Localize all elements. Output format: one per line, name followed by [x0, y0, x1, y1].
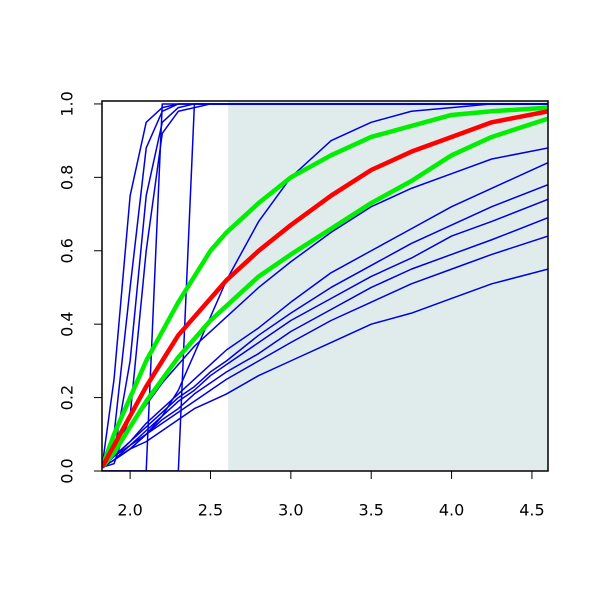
series-line [102, 109, 548, 469]
series-line [102, 183, 548, 468]
x-tick-label: 3.0 [278, 501, 303, 520]
series-line [102, 235, 548, 468]
x-tick-label: 2.0 [117, 501, 142, 520]
plot-background [228, 101, 548, 471]
y-tick-label: 0.0 [58, 458, 77, 483]
lines [102, 103, 548, 471]
series-line [102, 116, 548, 469]
y-tick-label: 0.2 [58, 385, 77, 410]
series-line [102, 268, 548, 468]
y-tick-label: 0.8 [58, 165, 77, 190]
series-line [102, 105, 548, 469]
x-tick-label: 3.5 [358, 501, 383, 520]
y-tick-label: 0.6 [58, 238, 77, 263]
highlight-region [228, 101, 548, 471]
series-line [102, 161, 548, 468]
x-tick-label: 4.0 [439, 501, 464, 520]
series-line [102, 217, 548, 468]
series-line [102, 198, 548, 468]
x-tick-label: 2.5 [198, 501, 223, 520]
plot-frame [101, 100, 549, 472]
y-tick-label: 1.0 [58, 91, 77, 116]
y-tick-label: 0.4 [58, 311, 77, 336]
x-tick-label: 4.5 [519, 501, 544, 520]
series-line [102, 103, 548, 471]
axes: 2.0 2.5 3.0 3.5 4.0 4.5 0.0 0.2 0.4 0.6 0.8 1.0 [58, 91, 549, 520]
